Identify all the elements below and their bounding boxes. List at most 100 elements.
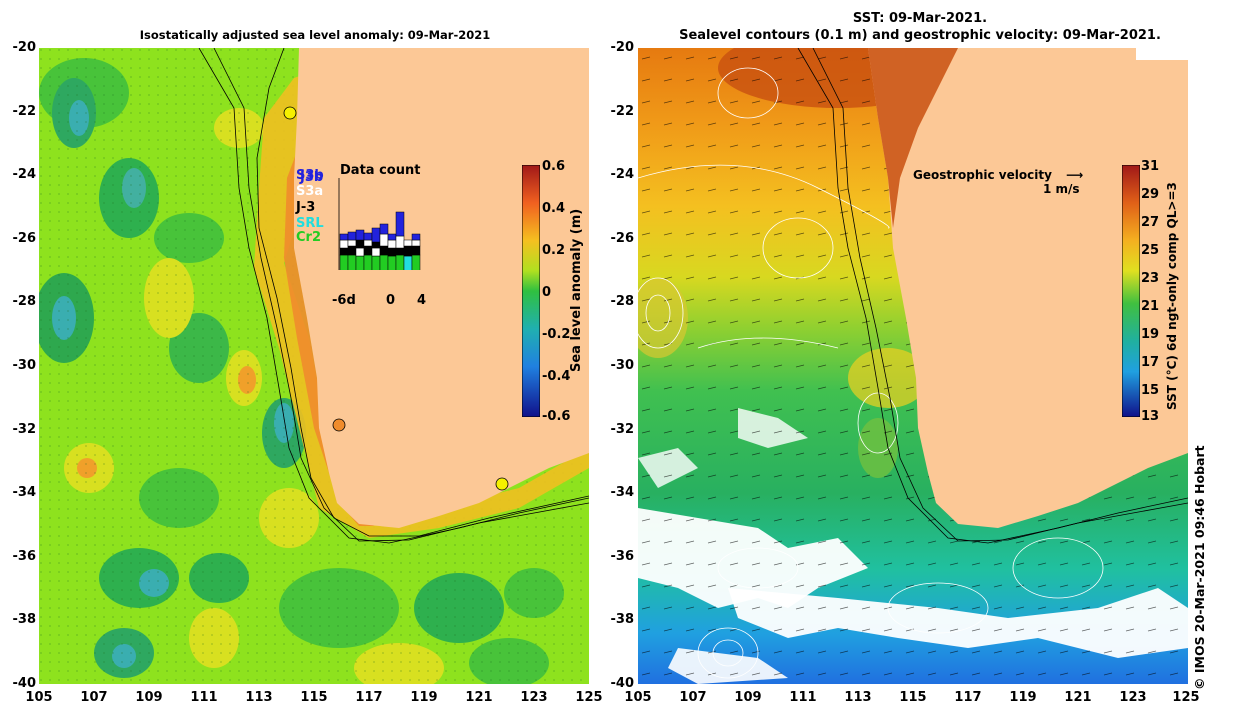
left-map-title: Isostatically adjusted sea level anomaly…	[139, 28, 491, 42]
lon-tick-left-1: 107	[80, 690, 108, 705]
lat-tick-right-7: -34	[610, 485, 635, 500]
lat-tick-right-10: -40	[610, 676, 635, 691]
lon-tick-right-10: 125	[1172, 690, 1200, 705]
sst-tick-3: 25	[1141, 243, 1160, 258]
sla-tick-4: -0.2	[542, 327, 571, 342]
inset-xtick-4: 4	[417, 293, 427, 308]
velocity-legend: Geostrophic velocity ⟶ 1 m/s	[913, 168, 1084, 196]
sst-tick-9: 13	[1141, 409, 1160, 424]
velocity-legend-label: Geostrophic velocity	[913, 168, 1052, 182]
lon-tick-right-2: 109	[734, 690, 762, 705]
sst-tick-1: 29	[1141, 187, 1160, 202]
sst-tick-0: 31	[1141, 159, 1160, 174]
right-map-title-line2: Sealevel contours (0.1 m) and geostrophi…	[679, 28, 1161, 43]
lon-tick-right-4: 113	[844, 690, 872, 705]
lat-tick-left-0: -20	[12, 40, 37, 55]
sst-bathymetry-contours	[797, 48, 1188, 544]
lon-tick-left-7: 119	[410, 690, 438, 705]
sst-colorbar-label: SST (°C) 6d ngt-only comp QL>=3	[1165, 182, 1179, 410]
data-count-bars	[338, 178, 421, 270]
sea-level-anomaly-map: Data count S3b J3b S3a J-3 SRL Cr2 -6d 0	[39, 48, 589, 684]
velocity-arrow-icon: ⟶	[1066, 168, 1084, 182]
lat-tick-right-1: -22	[610, 104, 635, 119]
lat-tick-left-2: -24	[12, 167, 37, 182]
marker-perth	[332, 418, 346, 432]
sst-tick-7: 17	[1141, 355, 1160, 370]
sat-label-j3b: J3b	[300, 170, 324, 185]
lat-tick-right-8: -36	[610, 549, 635, 564]
sat-label-srl: SRL	[296, 216, 324, 231]
lat-tick-right-2: -24	[610, 167, 635, 182]
lon-tick-right-1: 107	[679, 690, 707, 705]
lat-tick-right-4: -28	[610, 294, 635, 309]
australia-landmass-sst	[868, 48, 1188, 528]
sla-tick-6: -0.6	[542, 409, 571, 424]
sst-tick-5: 21	[1141, 299, 1160, 314]
sea-level-anomaly-canvas	[39, 48, 589, 684]
sealevel-contours	[638, 67, 1104, 679]
lon-tick-left-6: 117	[355, 690, 383, 705]
marker-esperance	[495, 477, 509, 491]
sst-tick-8: 15	[1141, 383, 1160, 398]
lon-tick-right-0: 105	[624, 690, 652, 705]
lat-tick-left-5: -30	[12, 358, 37, 373]
inset-xtick-0: 0	[386, 293, 396, 308]
lon-tick-right-7: 119	[1009, 690, 1037, 705]
lon-tick-right-5: 115	[899, 690, 927, 705]
lat-tick-right-3: -26	[610, 231, 635, 246]
lat-tick-left-3: -26	[12, 231, 37, 246]
lat-tick-left-4: -28	[12, 294, 37, 309]
sst-tick-4: 23	[1141, 271, 1160, 286]
lon-tick-right-3: 111	[789, 690, 817, 705]
lon-tick-right-9: 123	[1119, 690, 1147, 705]
sat-label-cr2: Cr2	[296, 230, 321, 245]
altimetry-markers	[283, 106, 509, 491]
sla-tick-2: 0.2	[542, 243, 566, 258]
sst-map: Geostrophic velocity ⟶ 1 m/s	[638, 48, 1188, 684]
lon-tick-left-3: 111	[190, 690, 218, 705]
sst-tick-2: 27	[1141, 215, 1160, 230]
australia-landmass	[294, 48, 589, 528]
lat-tick-right-6: -32	[610, 422, 635, 437]
sat-label-s3b: S3b	[296, 168, 324, 183]
sst-tick-6: 19	[1141, 327, 1160, 342]
lat-tick-left-7: -34	[12, 485, 37, 500]
lat-tick-left-9: -38	[12, 612, 37, 627]
sla-colorbar-label: Sea level anomaly (m)	[569, 208, 584, 372]
data-count-inset: Data count S3b J3b S3a J-3 SRL Cr2 -6d 0	[294, 160, 434, 308]
lat-tick-left-8: -36	[12, 549, 37, 564]
sla-colorbar	[522, 165, 540, 417]
lat-tick-left-6: -32	[12, 422, 37, 437]
velocity-scale: 1 m/s	[1043, 182, 1080, 196]
land-sst-overlap	[868, 48, 958, 228]
right-map-title: SST: 09-Mar-2021. Sealevel contours (0.1…	[620, 10, 1220, 44]
sla-tick-5: -0.4	[542, 369, 571, 384]
lat-tick-left-10: -40	[12, 676, 37, 691]
sla-tick-0: 0.6	[542, 159, 566, 174]
marker-north	[283, 106, 297, 120]
lon-tick-left-4: 113	[245, 690, 273, 705]
sst-colorbar	[1122, 165, 1140, 417]
lat-tick-right-0: -20	[610, 40, 635, 55]
sst-top-right-blank	[1136, 48, 1188, 60]
sla-tick-3: 0	[542, 285, 552, 300]
lon-tick-left-10: 125	[575, 690, 603, 705]
right-map-title-line1: SST: 09-Mar-2021.	[852, 11, 988, 26]
sat-label-j3: J-3	[296, 200, 316, 215]
sla-tick-1: 0.4	[542, 201, 566, 216]
lon-tick-left-5: 115	[300, 690, 328, 705]
sst-canvas	[638, 48, 1188, 684]
lat-tick-right-9: -38	[610, 612, 635, 627]
lat-tick-right-5: -30	[610, 358, 635, 373]
inset-xtick-minus6d: -6d	[332, 293, 356, 308]
lat-tick-left-1: -22	[12, 104, 37, 119]
lon-tick-left-2: 109	[135, 690, 163, 705]
lon-tick-right-6: 117	[954, 690, 982, 705]
lon-tick-left-0: 105	[25, 690, 53, 705]
lon-tick-left-8: 121	[465, 690, 493, 705]
bathymetry-contours	[198, 48, 589, 544]
data-count-title: Data count	[340, 163, 421, 178]
lon-tick-left-9: 123	[520, 690, 548, 705]
lon-tick-right-8: 121	[1064, 690, 1092, 705]
coastal-warm-band	[254, 48, 589, 538]
